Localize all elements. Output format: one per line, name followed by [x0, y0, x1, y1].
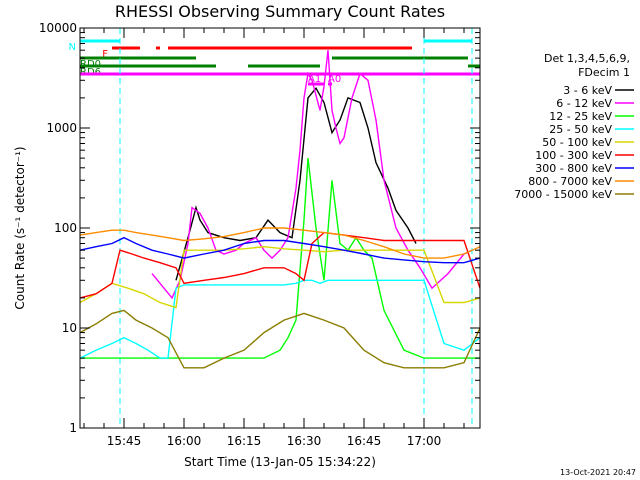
- series-line: [79, 236, 481, 264]
- y-axis: 1 10 100 1000 10000: [39, 21, 480, 435]
- x-tick-label: 16:45: [347, 434, 382, 448]
- flag-label: A1: [308, 74, 321, 85]
- legend-header-2: FDecim 1: [578, 66, 630, 79]
- flag-bars: NFRD0RD6A1A0: [69, 28, 480, 428]
- legend-entry-label: 25 - 50 keV: [549, 123, 612, 136]
- legend-entry-label: 3 - 6 keV: [563, 84, 612, 97]
- series-line: [80, 158, 480, 359]
- chart-title: RHESSI Observing Summary Count Rates: [115, 2, 445, 21]
- y-axis-label: Count Rate (s⁻¹ detector⁻¹): [13, 146, 27, 309]
- y-tick-label: 10: [62, 321, 77, 335]
- x-axis: 15:45 16:00 16:15 16:30 16:45 17:00: [83, 28, 465, 448]
- flag-label: N: [69, 42, 76, 53]
- x-tick-label: 16:30: [287, 434, 322, 448]
- y-tick-label: 1000: [46, 121, 77, 135]
- flag-label: F: [102, 49, 108, 60]
- x-axis-label: Start Time (13-Jan-05 15:34:22): [184, 455, 376, 469]
- legend-entry-label: 6 - 12 keV: [556, 97, 612, 110]
- y-tick-label: 10000: [39, 21, 77, 35]
- x-tick-label: 16:15: [227, 434, 262, 448]
- series-line: [79, 231, 481, 299]
- series-line: [79, 279, 481, 359]
- legend-entry-label: 7000 - 15000 keV: [514, 188, 612, 201]
- legend-entry-label: 50 - 100 keV: [542, 136, 612, 149]
- series-line: [175, 86, 417, 281]
- legend-entry-label: 100 - 300 keV: [535, 149, 612, 162]
- series-line: [151, 50, 473, 300]
- legend-entry-label: 12 - 25 keV: [549, 110, 612, 123]
- series-line: [79, 309, 481, 369]
- series-line: [79, 245, 481, 309]
- flag-label: A0: [328, 74, 341, 85]
- footer-timestamp: 13-Oct-2021 20:47: [560, 468, 636, 477]
- legend-header-1: Det 1,3,4,5,6,9,: [544, 52, 630, 65]
- x-tick-label: 17:00: [407, 434, 442, 448]
- x-tick-label: 16:00: [167, 434, 202, 448]
- series-lines: [79, 50, 481, 369]
- y-tick-label: 100: [54, 221, 77, 235]
- series-line: [79, 227, 481, 259]
- legend-entry-label: 800 - 7000 keV: [528, 175, 612, 188]
- y-tick-label: 1: [69, 421, 77, 435]
- legend-entry-label: 300 - 800 keV: [535, 162, 612, 175]
- x-tick-label: 15:45: [107, 434, 142, 448]
